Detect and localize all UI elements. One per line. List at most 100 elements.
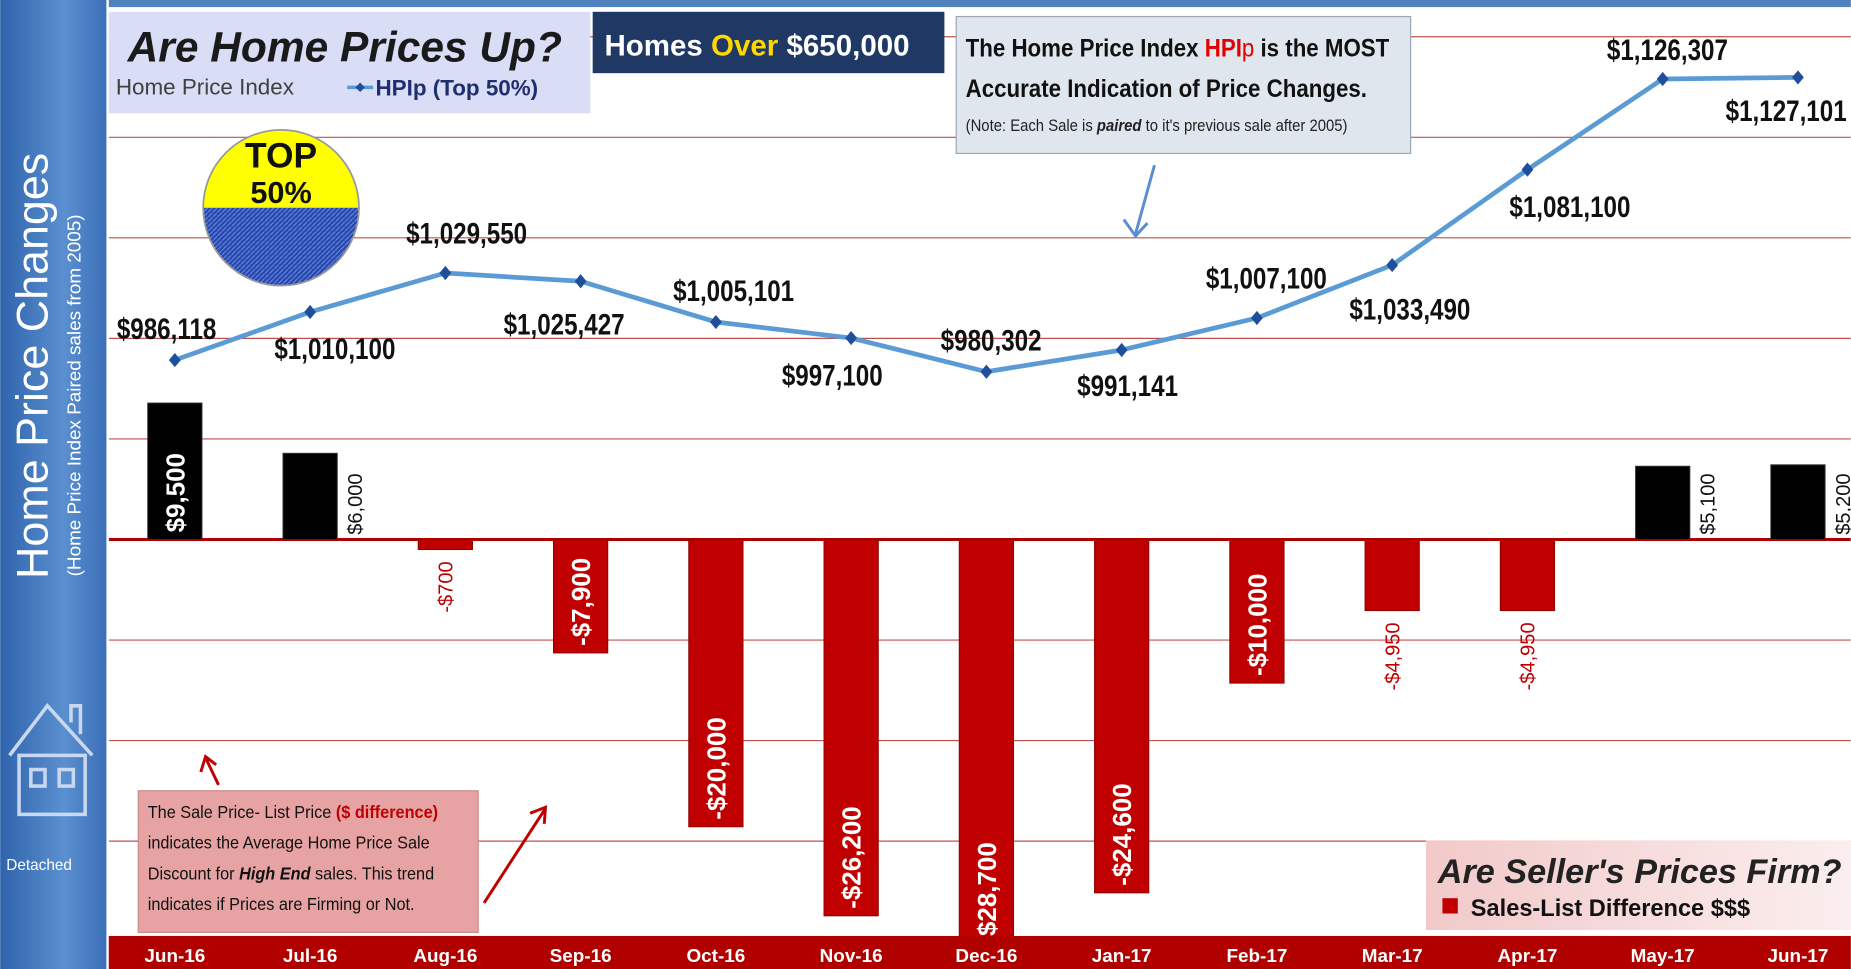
bar [688, 539, 744, 828]
line-marker [1656, 71, 1669, 87]
x-tick-label: Jun-16 [144, 946, 205, 967]
x-tick-label: Mar-17 [1362, 946, 1423, 967]
line-value-label: $1,005,101 [673, 275, 794, 308]
line-value-label: $1,127,101 [1726, 95, 1847, 128]
legend-box [1425, 840, 1851, 931]
note-part: The Home Price Index [966, 35, 1205, 62]
bar [417, 539, 473, 551]
comment-line: indicates if Prices are Firming or Not. [148, 894, 415, 914]
line-marker [1521, 162, 1534, 177]
x-axis: Jun-16 Jul-16 Aug-16 Sep-16 Oct-16 Nov-16 Dec-… [144, 946, 1828, 967]
line-marker [845, 330, 858, 346]
line-value-label: $1,029,550 [406, 217, 527, 250]
legend-label: Sales-List Difference $$$ [1471, 896, 1750, 922]
comment-part: ($ difference) [336, 802, 438, 822]
comment-part: High End [239, 864, 311, 884]
bar-value-label: $5,200 [1833, 473, 1851, 534]
comment-box [137, 790, 479, 934]
line-value-label: $991,141 [1077, 370, 1178, 403]
note-line: The Home Price Index HPIp is the MOST [966, 35, 1390, 62]
side-label: Detached [6, 857, 72, 874]
line-value-label: $1,025,427 [504, 308, 625, 341]
line-value-label: $1,010,100 [274, 333, 395, 366]
note-part: to it's previous sale after 2005) [1142, 117, 1348, 135]
note-highlight: p [1242, 35, 1254, 62]
comment-part: Discount for [148, 864, 239, 884]
y-axis-label: Home Price Changes [6, 153, 57, 579]
note-part: (Note: Each Sale is [966, 117, 1097, 135]
x-axis-band [108, 935, 1851, 969]
line-value-label: $1,081,100 [1509, 191, 1630, 224]
comment-line: The Sale Price- List Price ($ difference… [148, 802, 438, 822]
chart-title: Are Home Prices Up? [127, 24, 562, 71]
headline-part: Homes [604, 29, 711, 62]
line-value-label: $1,007,100 [1206, 262, 1327, 295]
line-marker [574, 274, 587, 289]
x-tick-label: Aug-16 [413, 946, 477, 967]
headline-box [592, 11, 945, 74]
line-marker [1115, 342, 1128, 358]
headline: Homes Over $650,000 [604, 29, 909, 62]
line-layer: $986,118 $1,010,100 $1,029,550 $1,025,427 $1… [117, 34, 1847, 403]
bar-value-label: -$4,950 [1382, 622, 1404, 690]
bar [1770, 464, 1826, 540]
comment-part: indicates if Prices are Firming or Not. [148, 894, 415, 914]
x-tick-label: Sep-16 [550, 946, 612, 967]
comment-part: indicates the Average Home Price Sale [148, 833, 430, 853]
note-line: (Note: Each Sale is paired to it's previ… [966, 117, 1348, 135]
bar-value-label: $6,000 [345, 473, 367, 534]
bar-value-label: -$20,000 [701, 717, 731, 819]
x-tick-label: Dec-16 [955, 946, 1017, 967]
legend-line-label: HPIp (Top 50%) [375, 76, 538, 101]
line-value-label: $986,118 [117, 313, 217, 346]
legend-line-marker [355, 82, 365, 93]
chart-subtitle: Home Price Index [116, 74, 294, 99]
legend-swatch [1442, 898, 1458, 914]
line-marker [439, 265, 452, 281]
bar [958, 539, 1015, 936]
bar [553, 539, 609, 654]
title-box [108, 11, 591, 114]
note-line: Accurate Indication of Price Changes. [966, 75, 1367, 102]
comment-part: sales. This trend [311, 864, 435, 884]
x-tick-label: Jul-16 [283, 946, 338, 967]
line-value-label: $980,302 [941, 324, 1042, 357]
headline-highlight: Over [711, 29, 779, 62]
bar-value-label: -$10,000 [1242, 574, 1272, 676]
note-highlight: HPI [1205, 35, 1242, 62]
line-marker [168, 352, 181, 368]
headline-part: $650,000 [778, 29, 909, 62]
bar [1499, 539, 1556, 612]
bar [823, 539, 879, 917]
line-value-label: $997,100 [782, 359, 883, 392]
line-value-label: $1,033,490 [1349, 293, 1470, 326]
note-box [955, 15, 1412, 155]
note-emphasis: paired [1096, 117, 1142, 135]
line-marker [709, 314, 722, 330]
bar [1364, 539, 1420, 612]
x-tick-label: Oct-16 [687, 946, 746, 967]
x-tick-label: Jun-17 [1768, 946, 1829, 967]
legend-title: Are Seller's Prices Firm? [1437, 853, 1842, 891]
comment-arrow [482, 805, 548, 904]
top-border [108, 0, 1851, 8]
bar-value-label: -$28,700 [972, 842, 1002, 944]
x-tick-label: Jan-17 [1092, 946, 1152, 967]
bar [282, 452, 338, 540]
bar [1229, 539, 1285, 684]
comment-line: Discount for High End sales. This trend [148, 864, 434, 884]
comment-arrow [199, 754, 220, 786]
house-icon [8, 703, 94, 817]
bar [1635, 465, 1691, 540]
bar-value-label: -$7,900 [566, 558, 596, 646]
bar-value-label: -$4,950 [1518, 622, 1540, 690]
comment: The Sale Price- List Price ($ difference… [148, 802, 438, 914]
line-marker [304, 304, 317, 320]
x-tick-label: May-17 [1631, 946, 1695, 967]
bar-value-label: -$700 [435, 561, 457, 612]
badge-text: TOP [245, 136, 317, 176]
line-marker [1386, 258, 1399, 273]
y-axis-sublabel: (Home Price Index Paired sales from 2005… [64, 214, 85, 576]
